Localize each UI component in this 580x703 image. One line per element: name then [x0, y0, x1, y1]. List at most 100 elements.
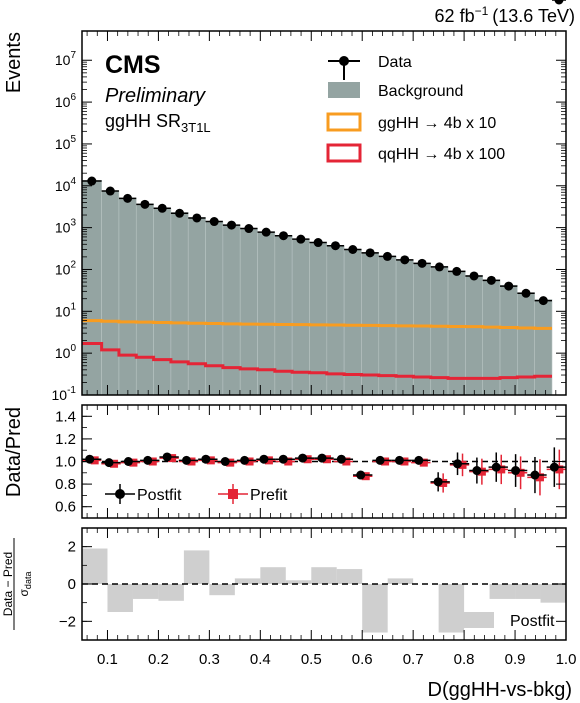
data-point — [118, 193, 137, 203]
main-ytick-label: 100 — [55, 343, 77, 361]
postfit-marker — [259, 454, 269, 464]
postfit-point — [391, 455, 412, 465]
background-bar — [205, 221, 224, 396]
prefit-marker — [439, 478, 448, 487]
data-marker — [140, 199, 150, 209]
pull-ylabel: Data − Pred σdata — [1, 538, 33, 630]
main-ytick-label-base: 10 — [55, 52, 71, 68]
postfit-marker — [240, 455, 250, 465]
data-point — [344, 245, 362, 255]
pull-bar — [362, 584, 388, 633]
ratio-legend-postfit: Postfit — [105, 484, 182, 504]
pull-bar — [260, 567, 286, 584]
data-marker — [330, 241, 340, 251]
xtick-label: 0.6 — [352, 651, 373, 668]
ratio-ytick-label: 0.8 — [55, 476, 76, 493]
pull-bar — [132, 584, 159, 599]
postfit-marker — [472, 466, 482, 476]
prefit-marker — [381, 457, 390, 466]
svg-text:σdata: σdata — [17, 572, 33, 597]
main-ytick-label: 106 — [55, 92, 77, 110]
data-point — [482, 275, 501, 285]
data-point — [240, 224, 258, 234]
postfit-point — [159, 452, 179, 462]
main-ytick-label-exp: 2 — [70, 259, 76, 270]
region-label: ggHH SR3T1L — [105, 111, 211, 135]
main-ytick-label-exp: -1 — [67, 385, 76, 396]
pull-panel: −2 0 2 Postfit — [59, 527, 567, 641]
main-frame — [81, 30, 567, 396]
data-marker — [175, 208, 185, 218]
postfit-point — [178, 455, 199, 465]
postfit-marker — [491, 462, 501, 472]
xtick-label: 0.3 — [199, 651, 220, 668]
background-bar — [222, 224, 241, 396]
main-ytick-label-exp: 1 — [70, 301, 76, 312]
ratio-ytick-label: 1.0 — [55, 454, 76, 471]
postfit-point — [488, 452, 508, 482]
postfit-marker — [162, 452, 172, 462]
data-point — [465, 271, 483, 281]
postfit-point — [275, 454, 295, 464]
prefit-marker — [516, 468, 525, 477]
main-ytick-label-base: 10 — [55, 136, 71, 152]
pull-bar — [107, 584, 133, 612]
data-point — [82, 176, 102, 186]
prefit-marker — [168, 454, 177, 463]
background-bar — [101, 190, 120, 396]
pull-bar — [540, 584, 566, 603]
data-point — [257, 227, 275, 237]
prefit-marker — [226, 458, 235, 467]
legend-qqhh-label: qqHH → 4b x 100 — [378, 146, 505, 163]
postfit-marker — [530, 470, 540, 480]
main-ytick-label: 104 — [55, 176, 77, 194]
pull-swatch-icon — [462, 612, 494, 628]
postfit-marker — [375, 455, 385, 465]
postfit-point — [353, 470, 373, 480]
postfit-point — [469, 457, 489, 484]
data-marker — [87, 176, 97, 186]
legend-data-label: Data — [378, 54, 412, 71]
svg-text:Data − Pred: Data − Pred — [1, 552, 15, 616]
prefit-marker — [555, 465, 564, 474]
background-bar — [170, 212, 189, 396]
postfit-marker — [549, 462, 559, 472]
prefit-marker — [206, 456, 215, 465]
postfit-point — [527, 456, 547, 494]
data-point — [413, 258, 431, 268]
data-point — [292, 234, 310, 244]
prefit-marker — [400, 457, 409, 466]
ratio-legend-postfit-label: Postfit — [137, 487, 182, 504]
ratio-panel: 0.6 0.8 1.0 1.2 1.4 Postfit Prefit — [55, 404, 567, 519]
prefit-marker — [323, 455, 331, 464]
postfit-marker — [201, 454, 211, 464]
main-ytick-label-exp: 5 — [70, 134, 76, 145]
postfit-point — [507, 454, 528, 487]
pull-ytick-label: −2 — [59, 613, 76, 630]
postfit-point — [236, 455, 257, 465]
data-point — [430, 262, 449, 272]
data-marker — [296, 234, 306, 244]
prefit-marker — [245, 457, 254, 466]
prefit-marker — [342, 457, 351, 466]
pull-bar — [209, 584, 235, 596]
postfit-point — [430, 472, 450, 492]
data-point — [378, 251, 397, 261]
prefit-marker — [187, 457, 196, 466]
ratio-legend: Postfit Prefit — [105, 484, 288, 504]
ratio-legend-prefit: Prefit — [218, 484, 288, 504]
pull-bar — [387, 578, 414, 584]
prefit-marker — [284, 457, 293, 466]
postfit-marker — [336, 454, 346, 464]
postfit-point — [217, 457, 237, 466]
pull-bar — [234, 578, 261, 584]
postfit-marker — [317, 453, 327, 463]
data-marker — [504, 281, 514, 291]
legend-entry-gghh: ggHH → 4b x 10 — [326, 112, 496, 132]
ratio-legend-prefit-label: Prefit — [250, 487, 288, 504]
main-ytick-label: 103 — [55, 218, 77, 236]
postfit-point — [333, 454, 354, 464]
pull-bar — [158, 584, 184, 601]
postfit-marker — [181, 455, 191, 465]
